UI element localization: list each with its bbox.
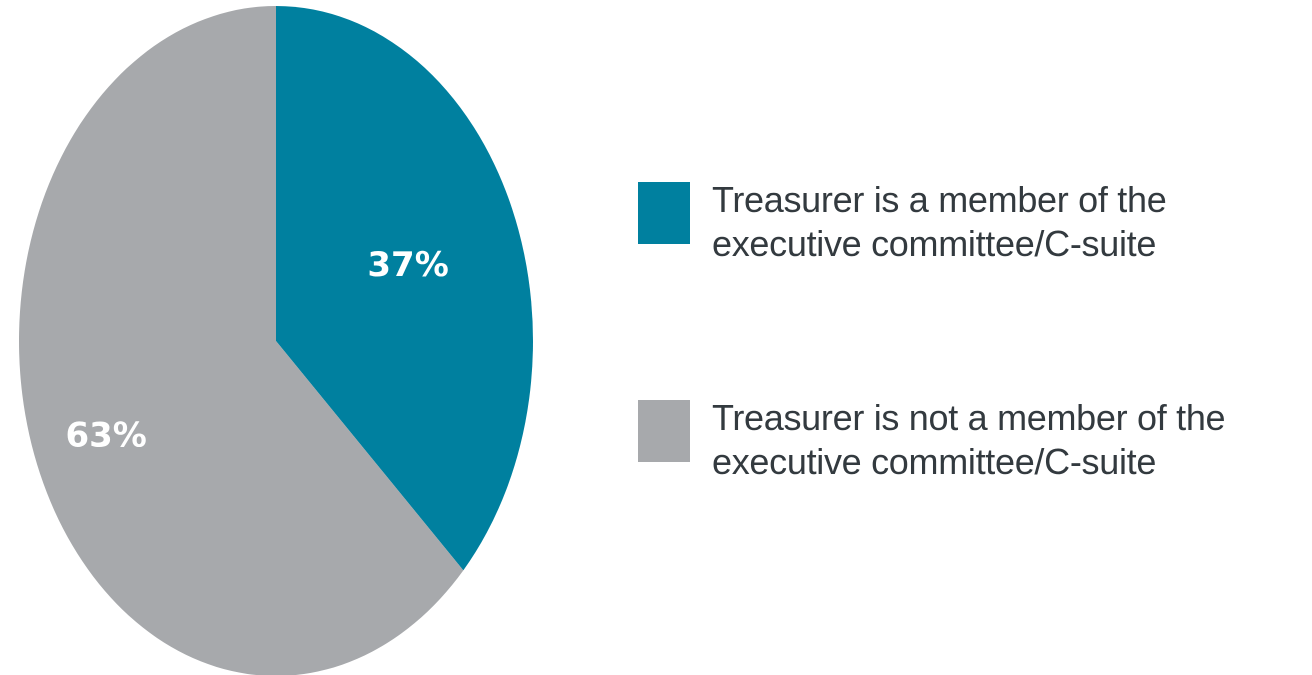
legend-label-non-member: Treasurer is not a member of the executi… bbox=[712, 396, 1226, 484]
legend-label-non-member-line2: executive committee/C-suite bbox=[712, 441, 1157, 482]
legend-label-non-member-line1: Treasurer is not a member of the bbox=[712, 397, 1226, 438]
legend-item-non-member: Treasurer is not a member of the executi… bbox=[638, 396, 1298, 482]
legend-label-member-line2: executive committee/C-suite bbox=[712, 223, 1157, 264]
legend-swatch-member bbox=[638, 182, 690, 244]
legend-label-member: Treasurer is a member of the executive c… bbox=[712, 178, 1167, 266]
pie-slice-non-member bbox=[19, 6, 464, 675]
pie-label-non-member: 63% bbox=[65, 415, 146, 455]
legend-label-member-line1: Treasurer is a member of the bbox=[712, 179, 1167, 220]
pie-label-member: 37% bbox=[367, 245, 448, 285]
pie-slices bbox=[19, 6, 533, 675]
pie-slice-member bbox=[276, 6, 533, 571]
legend-swatch-non-member bbox=[638, 400, 690, 462]
legend-item-member: Treasurer is a member of the executive c… bbox=[638, 178, 1298, 264]
pie-chart: 37% 63% bbox=[19, 6, 533, 675]
pie-labels: 37% 63% bbox=[65, 245, 448, 455]
legend: Treasurer is a member of the executive c… bbox=[638, 178, 1298, 482]
